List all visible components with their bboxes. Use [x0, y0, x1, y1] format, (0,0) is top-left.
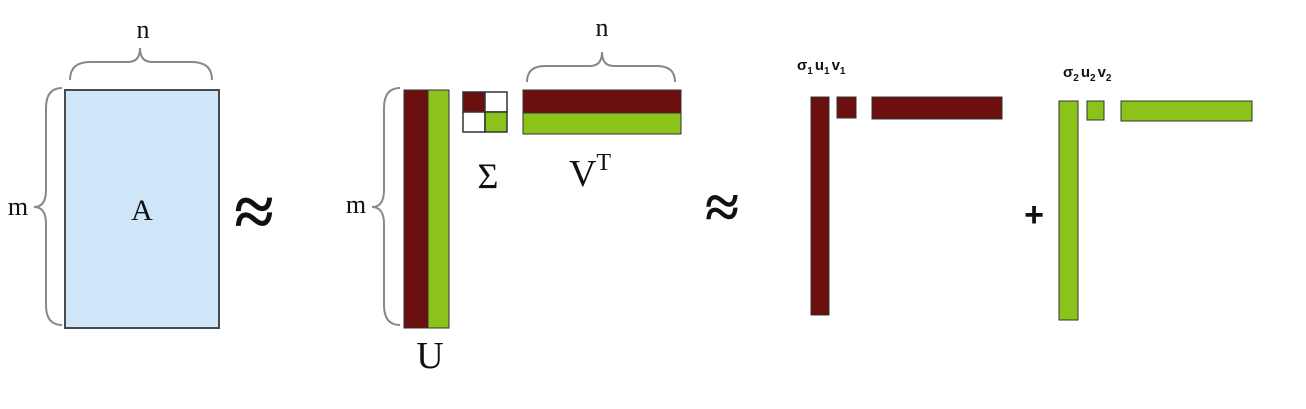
term-1-u-index: 1	[824, 66, 830, 77]
factor-cols-label-n: n	[596, 13, 609, 42]
term-2-u-column	[1058, 100, 1079, 321]
term-2-v: v	[1098, 64, 1107, 81]
brace-m-left	[33, 87, 63, 326]
term-1-u: u	[815, 57, 824, 74]
sigma-cell-22	[484, 111, 508, 133]
term-1-u-column	[810, 96, 830, 316]
vt-row-1	[522, 89, 682, 114]
term-1-v-index: 1	[840, 66, 846, 77]
matrix-a-label: A	[131, 194, 153, 227]
sigma-cell-12	[484, 91, 508, 113]
cols-label-n: n	[137, 15, 150, 44]
sigma-cell-11	[462, 91, 486, 113]
factorization: m U Σ n VT	[346, 13, 682, 377]
term-2-label: σ2 u2 v2	[1063, 64, 1112, 84]
term-1-v: v	[832, 57, 841, 74]
factor-rows-label-m: m	[346, 190, 366, 219]
rank-one-term-2: σ2 u2 v2	[1058, 64, 1253, 321]
term-2-u-index: 2	[1090, 73, 1096, 84]
term-1-v-row	[871, 96, 1003, 120]
matrix-a-box	[64, 89, 220, 329]
u-column-1	[403, 89, 429, 329]
term-2-sigma-index: 2	[1073, 73, 1079, 84]
vt-superscript: T	[596, 150, 611, 176]
term-1-sigma-square	[836, 96, 857, 119]
brace-n-top	[69, 47, 213, 81]
sigma-cell-21	[462, 111, 486, 133]
rows-label-m: m	[8, 192, 28, 221]
u-label: U	[416, 335, 443, 377]
term-2-sigma: σ	[1063, 64, 1073, 81]
term-2-sigma-square	[1086, 100, 1105, 121]
vt-base: V	[569, 153, 597, 195]
vt-label: VT	[569, 150, 611, 195]
term-2-u: u	[1081, 64, 1090, 81]
term-2-v-row	[1120, 100, 1253, 122]
matrix-a: n m A	[8, 15, 220, 329]
vt-row-2	[522, 112, 682, 135]
plus-symbol: +	[1024, 196, 1044, 234]
brace-n-factor	[526, 51, 676, 83]
brace-m-factor	[371, 87, 401, 326]
rank-one-term-1: σ1 u1 v1	[797, 57, 1003, 316]
term-1-sigma-index: 1	[807, 66, 813, 77]
sigma-label: Σ	[478, 156, 499, 196]
approx-symbol-1: ≈	[234, 172, 274, 252]
term-1-sigma: σ	[797, 57, 807, 74]
term-1-label: σ1 u1 v1	[797, 57, 846, 77]
u-column-2	[427, 89, 450, 329]
approx-symbol-2: ≈	[705, 174, 739, 242]
sigma-matrix	[462, 91, 508, 133]
term-2-v-index: 2	[1106, 73, 1112, 84]
